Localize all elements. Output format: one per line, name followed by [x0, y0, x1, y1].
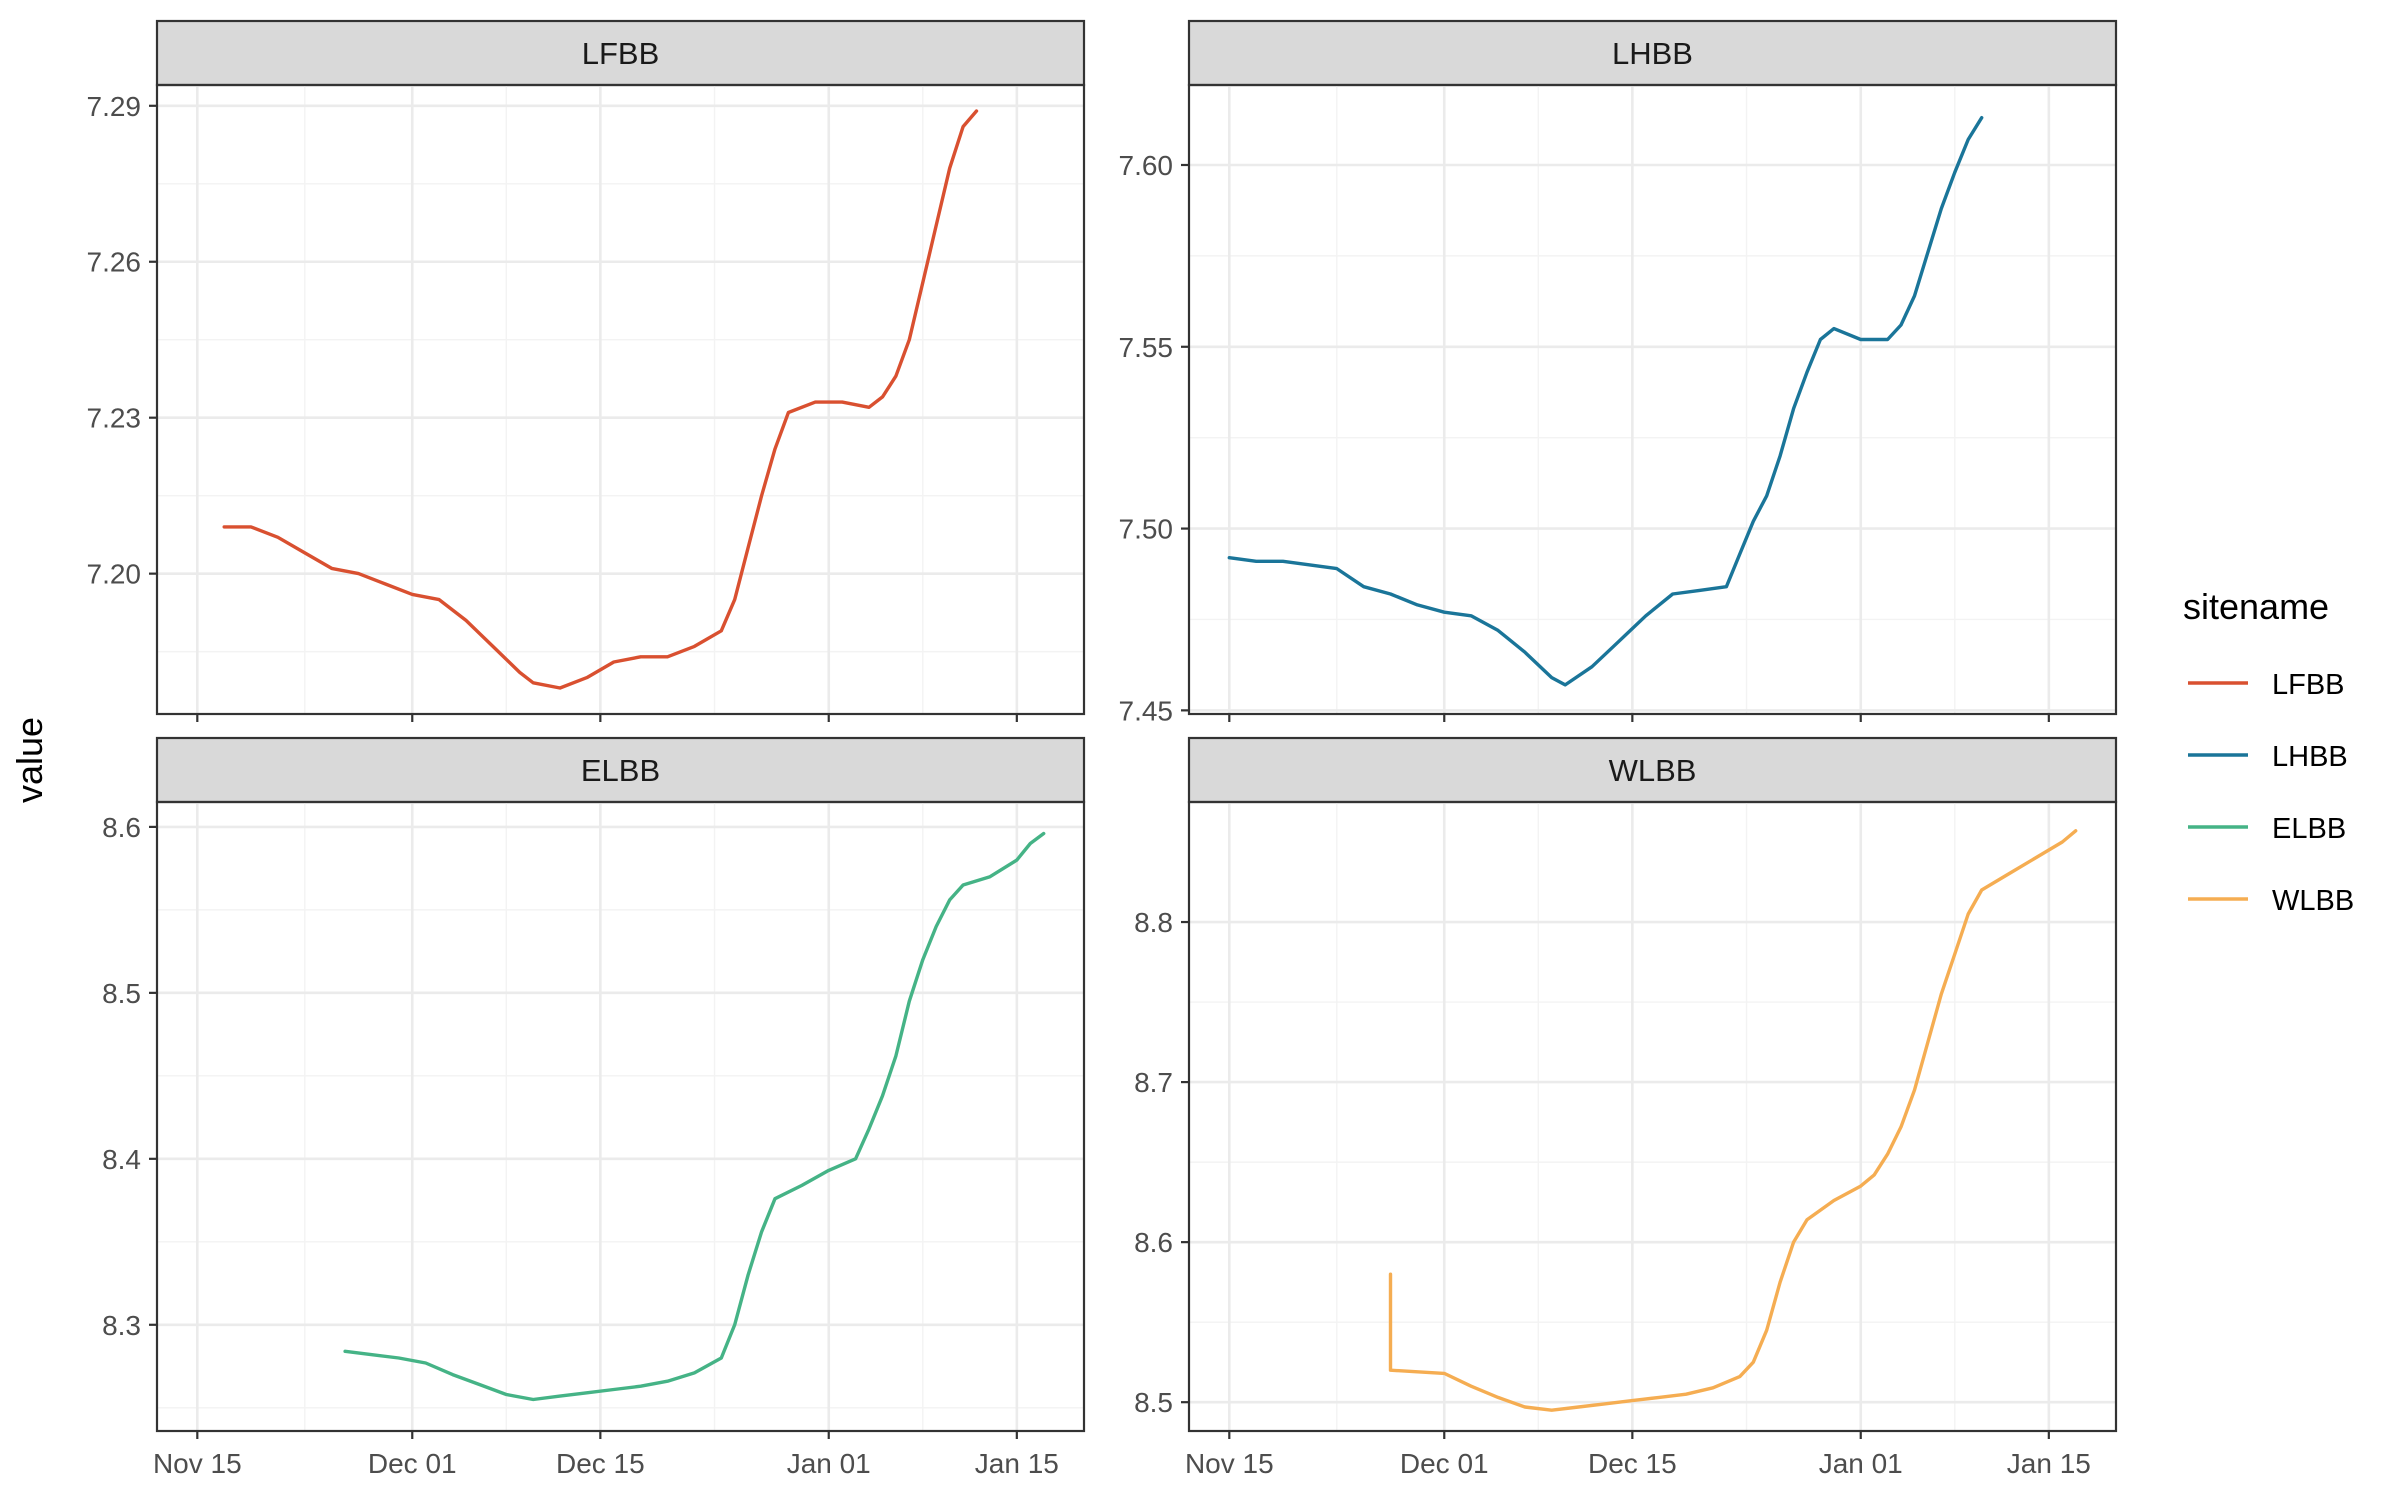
series-line-lhbb [1227, 116, 1984, 687]
legend-item-lfbb: LFBB [2188, 669, 2345, 701]
y-tick-label: 7.20 [87, 559, 142, 590]
y-tick-label: 7.55 [1119, 332, 1174, 363]
legend-title: sitename [2183, 586, 2329, 627]
facet-strip [155, 736, 1086, 804]
legend-label: LHBB [2272, 741, 2348, 773]
facet-title: LHBB [1612, 36, 1693, 71]
series-line-lfbb [222, 109, 979, 690]
panel-border [1187, 800, 2118, 1433]
y-tick-label: 7.50 [1119, 514, 1174, 545]
legend-item-elbb: ELBB [2188, 813, 2346, 845]
y-tick-label: 7.26 [87, 247, 142, 278]
series-line-elbb [343, 831, 1046, 1402]
x-tick-label: Nov 15 [153, 1448, 242, 1479]
facet-title: LFBB [582, 36, 660, 71]
panel-border [155, 800, 1086, 1433]
panel-elbb: ELBB 8.3 8.4 8.5 8.6 Nov 15 Dec 01 Dec 15 Jan 01… [102, 736, 1086, 1479]
facet-title: ELBB [581, 753, 660, 788]
x-tick-label: Jan 01 [787, 1448, 871, 1479]
panel-wlbb: WLBB 8.5 8.6 8.7 8.8 Nov 15 Dec 01 Dec 15 Jan 01… [1134, 736, 2118, 1479]
x-tick-label: Dec 01 [368, 1448, 457, 1479]
y-axis-title: value [9, 717, 50, 803]
y-tick-label: 8.6 [102, 812, 141, 843]
y-tick-label: 8.4 [102, 1144, 141, 1175]
facet-strip [155, 19, 1086, 87]
legend-item-lhbb: LHBB [2188, 741, 2348, 773]
y-tick-label: 8.3 [102, 1310, 141, 1341]
x-tick-label: Jan 15 [2007, 1448, 2091, 1479]
panel-lhbb: LHBB 7.45 7.50 7.55 7.60 [1119, 19, 2118, 726]
panel-lfbb: LFBB 7.20 7.23 7.26 7.29 [87, 19, 1086, 722]
facet-strip [1187, 736, 2118, 804]
y-tick-label: 8.5 [102, 978, 141, 1009]
y-tick-label: 8.7 [1134, 1067, 1173, 1098]
x-tick-label: Jan 01 [1819, 1448, 1903, 1479]
x-tick-label: Dec 15 [556, 1448, 645, 1479]
y-tick-label: 8.8 [1134, 907, 1173, 938]
y-tick-label: 8.6 [1134, 1227, 1173, 1258]
panel-border [155, 83, 1086, 716]
facet-panels: LFBB 7.20 7.23 7.26 7.29 LHBB 7.45 7.50 7.55 7.60… [87, 19, 2118, 1479]
legend-label: WLBB [2272, 885, 2354, 917]
y-tick-label: 7.29 [87, 91, 142, 122]
x-tick-label: Dec 15 [1588, 1448, 1677, 1479]
x-tick-label: Nov 15 [1185, 1448, 1274, 1479]
y-tick-label: 8.5 [1134, 1387, 1173, 1418]
series-line-wlbb [1388, 829, 2078, 1412]
y-tick-label: 7.23 [87, 403, 142, 434]
y-tick-label: 7.45 [1119, 695, 1174, 726]
x-tick-label: Dec 01 [1400, 1448, 1489, 1479]
y-tick-label: 7.60 [1119, 150, 1174, 181]
legend-item-wlbb: WLBB [2188, 885, 2354, 917]
legend-label: LFBB [2272, 669, 2345, 701]
legend: sitename LFBB LHBB ELBB WLBB [2183, 586, 2354, 917]
legend-label: ELBB [2272, 813, 2346, 845]
facet-strip [1187, 19, 2118, 87]
panel-border [1187, 83, 2118, 716]
facet-title: WLBB [1609, 753, 1697, 788]
x-tick-label: Jan 15 [975, 1448, 1059, 1479]
